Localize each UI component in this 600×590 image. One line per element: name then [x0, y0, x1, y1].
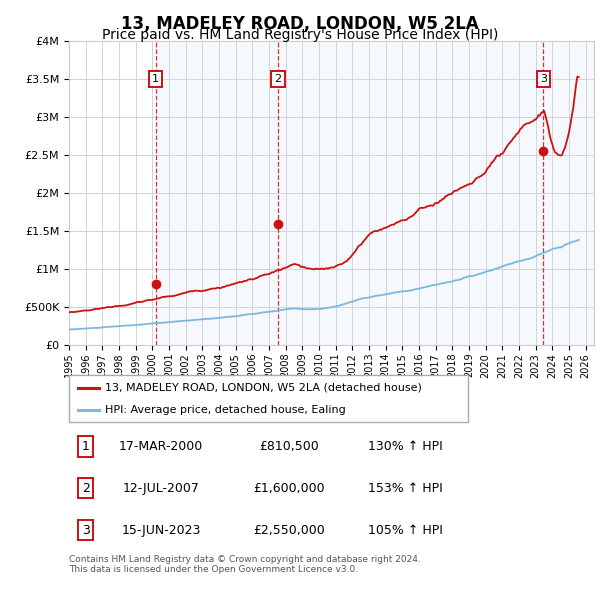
- Text: Contains HM Land Registry data © Crown copyright and database right 2024.
This d: Contains HM Land Registry data © Crown c…: [69, 555, 421, 574]
- Text: £1,600,000: £1,600,000: [254, 481, 325, 495]
- Text: £2,550,000: £2,550,000: [254, 523, 325, 536]
- Text: 105% ↑ HPI: 105% ↑ HPI: [368, 523, 442, 536]
- Text: 13, MADELEY ROAD, LONDON, W5 2LA: 13, MADELEY ROAD, LONDON, W5 2LA: [121, 15, 479, 33]
- Text: HPI: Average price, detached house, Ealing: HPI: Average price, detached house, Eali…: [105, 405, 346, 415]
- Text: 153% ↑ HPI: 153% ↑ HPI: [368, 481, 442, 495]
- Text: 12-JUL-2007: 12-JUL-2007: [122, 481, 199, 495]
- Bar: [543, 41, 594, 345]
- Text: 17-MAR-2000: 17-MAR-2000: [119, 440, 203, 453]
- Text: 13, MADELEY ROAD, LONDON, W5 2LA (detached house): 13, MADELEY ROAD, LONDON, W5 2LA (detach…: [105, 383, 422, 393]
- Text: 1: 1: [152, 74, 159, 84]
- Text: 1: 1: [82, 440, 90, 453]
- Text: £810,500: £810,500: [260, 440, 319, 453]
- Text: 130% ↑ HPI: 130% ↑ HPI: [368, 440, 442, 453]
- Text: Price paid vs. HM Land Registry's House Price Index (HPI): Price paid vs. HM Land Registry's House …: [102, 28, 498, 42]
- Text: 2: 2: [274, 74, 281, 84]
- Bar: [156, 41, 278, 345]
- Text: 3: 3: [82, 523, 90, 536]
- Bar: [278, 41, 543, 345]
- Text: 15-JUN-2023: 15-JUN-2023: [121, 523, 200, 536]
- Text: 2: 2: [82, 481, 90, 495]
- Text: 3: 3: [540, 74, 547, 84]
